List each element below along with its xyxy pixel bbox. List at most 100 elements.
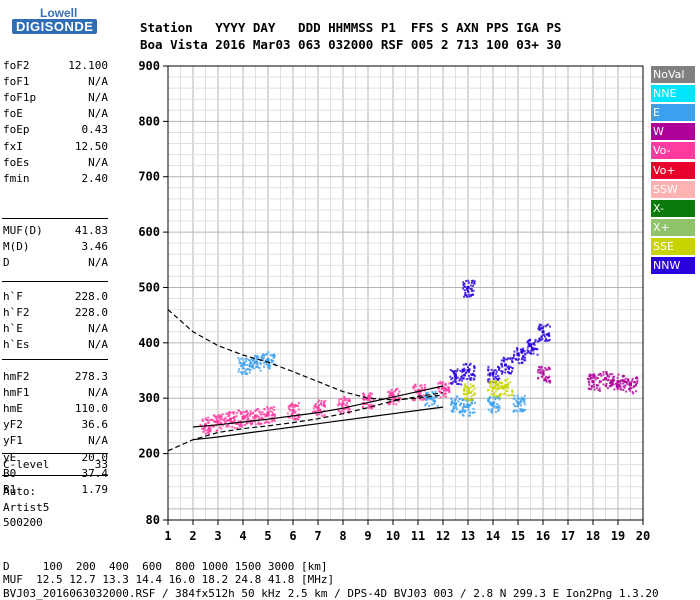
param-separator: [2, 281, 108, 282]
param-value: 3.46: [81, 240, 109, 254]
echo-dot: [540, 335, 543, 338]
auto-label: Auto:: [3, 485, 37, 498]
echo-dot: [534, 340, 537, 343]
echo-dot: [490, 390, 493, 393]
echo-dot: [426, 391, 429, 394]
echo-dot: [490, 403, 493, 406]
echo-dot: [272, 418, 275, 421]
echo-dot: [473, 411, 476, 414]
echo-dot: [262, 357, 265, 360]
echo-dot: [311, 410, 314, 413]
echo-dot: [511, 360, 514, 363]
data-point: [466, 369, 470, 373]
echo-dot: [320, 400, 323, 403]
echo-dot: [219, 414, 222, 417]
echo-dot: [455, 408, 458, 411]
x-tick-label: 4: [239, 529, 246, 543]
echo-dot: [522, 397, 525, 400]
echo-dot: [462, 281, 465, 284]
echo-dot: [291, 404, 294, 407]
echo-dot: [502, 393, 505, 396]
param-value: N/A: [88, 75, 108, 89]
echo-dot: [472, 279, 475, 282]
echo-dot: [602, 383, 605, 386]
echo-dot: [611, 378, 614, 381]
echo-dot: [421, 386, 424, 389]
echo-dot: [419, 384, 422, 387]
echo-dot: [616, 388, 619, 391]
echo-dot: [343, 395, 346, 398]
data-point: [466, 390, 470, 394]
echo-dot: [492, 377, 495, 380]
echo-dot: [616, 376, 619, 379]
data-point: [516, 352, 520, 356]
echo-dot: [521, 351, 524, 354]
echo-dot: [323, 413, 326, 416]
echo-dot: [546, 339, 549, 342]
echo-dot: [451, 369, 454, 372]
echo-dot: [541, 338, 544, 341]
echo-dot: [634, 384, 637, 387]
echo-dot: [267, 414, 270, 417]
param-value: 228.0: [74, 290, 108, 303]
echo-dot: [443, 389, 446, 392]
echo-dot: [520, 348, 523, 351]
legend-item-nne: NNE: [651, 85, 695, 103]
echo-dot: [452, 402, 455, 405]
echo-dot: [494, 385, 497, 388]
echo-dot: [520, 358, 523, 361]
echo-dot: [468, 374, 471, 377]
echo-dot: [448, 386, 451, 389]
echo-dot: [273, 419, 276, 422]
echo-dot: [469, 378, 472, 381]
echo-dot: [500, 393, 503, 396]
echo-dot: [461, 371, 464, 374]
echo-dot: [487, 380, 490, 383]
echo-dot: [462, 287, 465, 290]
echo-dot: [495, 372, 498, 375]
echo-dot: [632, 381, 635, 384]
echo-dot: [348, 408, 351, 411]
echo-dot: [497, 409, 500, 412]
echo-dot: [248, 363, 251, 366]
echo-dot: [537, 371, 540, 374]
echo-dot: [237, 370, 240, 373]
echo-dot: [625, 382, 628, 385]
echo-dot: [340, 397, 343, 400]
echo-dot: [348, 398, 351, 401]
echo-dot: [488, 401, 491, 404]
echo-dot: [521, 408, 524, 411]
echo-dot: [462, 405, 465, 408]
echo-dot: [231, 417, 234, 420]
echo-dot: [240, 371, 243, 374]
echo-dot: [495, 381, 498, 384]
legend-item-sse: SSE: [651, 237, 695, 255]
param-value: N/A: [88, 322, 108, 336]
param-value: 12.50: [74, 139, 108, 153]
data-point: [541, 371, 545, 375]
y-tick-label: 200: [138, 447, 160, 461]
echo-dot: [255, 365, 258, 368]
echo-dot: [629, 386, 632, 389]
echo-dot: [257, 417, 260, 420]
echo-dot: [257, 366, 260, 369]
echo-dot: [324, 405, 327, 408]
curve-dashed-x: [167, 309, 444, 401]
echo-dot: [490, 408, 493, 411]
echo-dot: [243, 423, 246, 426]
echo-dot: [244, 415, 247, 418]
echo-dot: [420, 384, 423, 387]
param-row-yf1: yF1 N/A: [3, 434, 108, 450]
echo-dot: [487, 399, 490, 402]
legend-item-vo: Vo+: [651, 161, 695, 179]
echo-dot: [202, 430, 205, 433]
echo-dot: [468, 388, 471, 391]
echo-dot: [531, 342, 534, 345]
echo-dot: [341, 404, 344, 407]
echo-dot: [462, 388, 465, 391]
echo-dot: [528, 351, 531, 354]
echo-dot: [461, 374, 464, 377]
param-row-foes: foEs N/A: [3, 156, 108, 172]
echo-dot: [532, 352, 535, 355]
echo-dot: [434, 390, 437, 393]
